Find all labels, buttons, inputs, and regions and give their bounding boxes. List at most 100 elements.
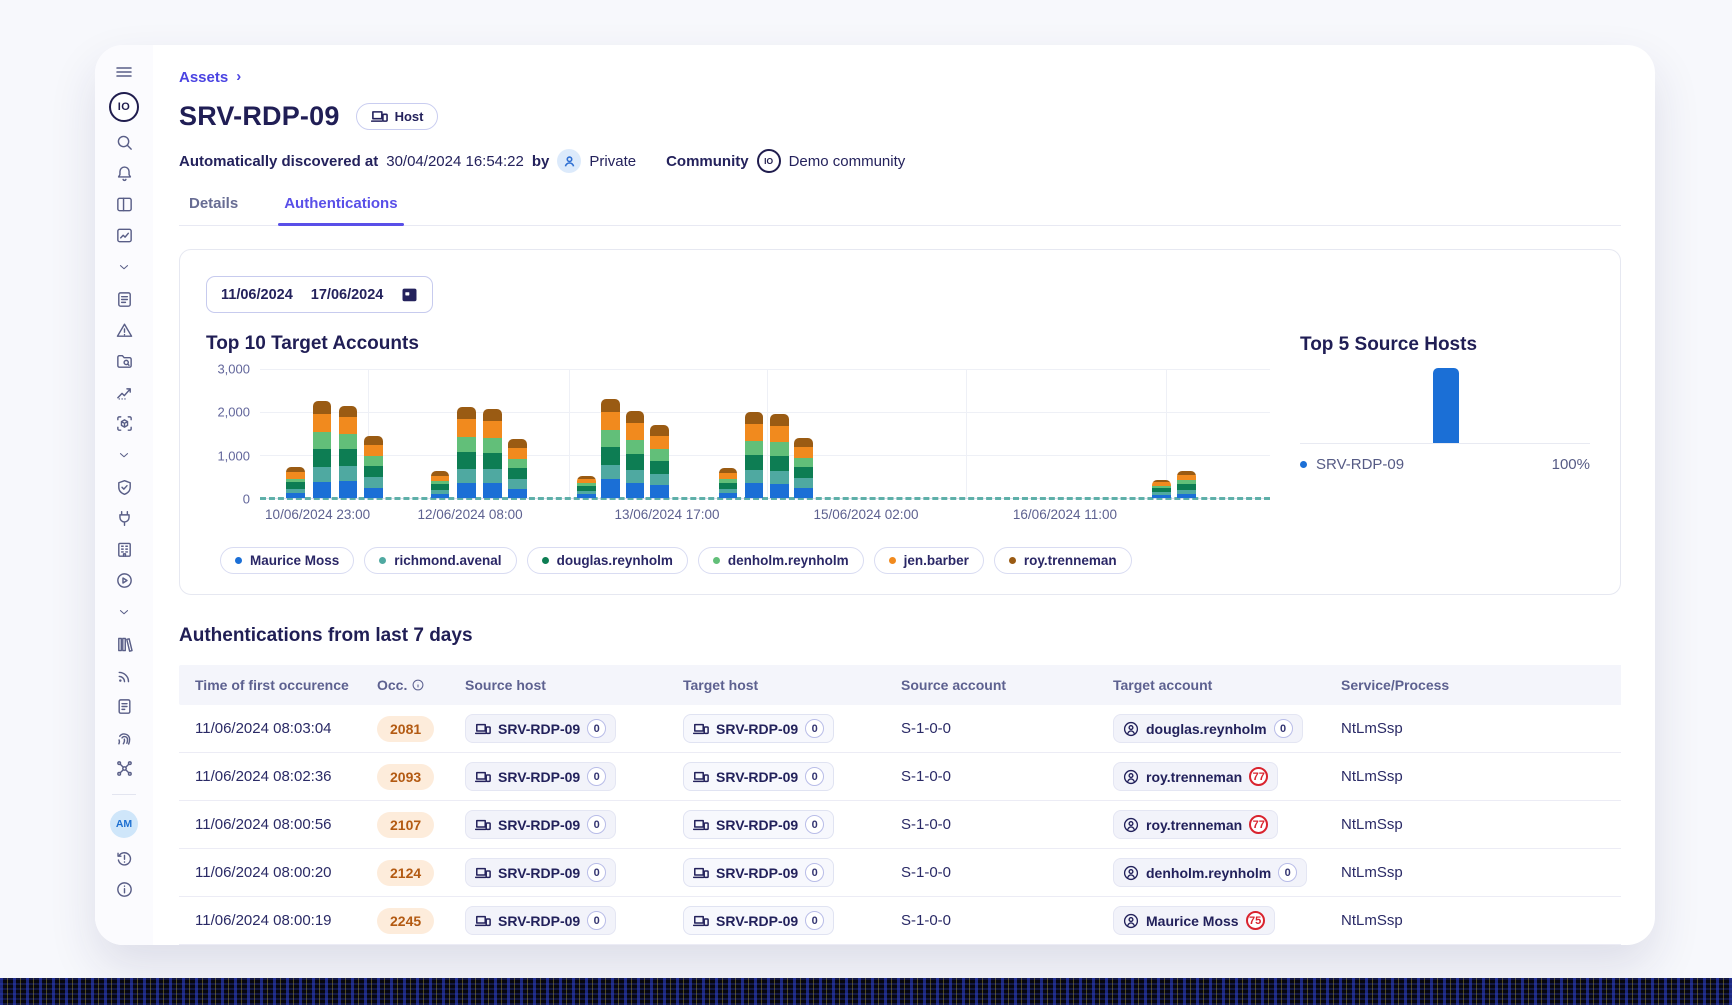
stacked-bar[interactable] — [601, 399, 620, 498]
v-gridline — [569, 369, 570, 498]
x-tick-label: 12/06/2024 08:00 — [418, 507, 523, 522]
app-logo-icon[interactable]: IO — [109, 92, 139, 122]
chart-title: Top 10 Target Accounts — [206, 333, 1270, 355]
info-icon[interactable] — [108, 878, 140, 900]
target-host-chip[interactable]: SRV-RDP-090 — [683, 810, 834, 839]
user-icon — [1123, 865, 1139, 881]
table-row[interactable]: 11/06/2024 08:00:562107SRV-RDP-090SRV-RD… — [179, 801, 1621, 849]
date-from-value[interactable]: 11/06/2024 — [221, 287, 293, 303]
cell-time: 11/06/2024 08:00:19 — [179, 897, 375, 945]
source-host-bar[interactable] — [1433, 368, 1459, 443]
stacked-bar[interactable] — [1152, 480, 1171, 498]
fingerprint-icon[interactable] — [108, 726, 140, 748]
stacked-bar[interactable] — [770, 414, 789, 498]
target-account-chip[interactable]: denholm.reynholm0 — [1113, 858, 1307, 887]
target-account-chip[interactable]: roy.trenneman77 — [1113, 762, 1278, 791]
target-account-chip[interactable]: roy.trenneman77 — [1113, 810, 1278, 839]
chart-box-icon[interactable] — [108, 224, 140, 246]
alert-triangle-icon[interactable] — [108, 319, 140, 341]
menu-icon[interactable] — [108, 61, 140, 83]
source-hosts-panel: Top 5 Source Hosts SRV-RDP-09 100% — [1300, 276, 1590, 574]
cube-scan-icon[interactable] — [108, 412, 140, 434]
library-icon[interactable] — [108, 633, 140, 655]
network-icon[interactable] — [108, 757, 140, 779]
search-icon[interactable] — [108, 131, 140, 153]
stacked-bar[interactable] — [431, 471, 450, 498]
legend-chip[interactable]: richmond.avenal — [364, 547, 516, 574]
tab-authentications[interactable]: Authentications — [278, 195, 403, 225]
date-range-picker[interactable]: 11/06/2024 17/06/2024 — [206, 276, 433, 313]
bar-segment — [339, 417, 358, 434]
target-host-chip[interactable]: SRV-RDP-090 — [683, 906, 834, 935]
legend-chip[interactable]: Maurice Moss — [220, 547, 354, 574]
source-host-chip[interactable]: SRV-RDP-090 — [465, 858, 616, 887]
source-host-chip[interactable]: SRV-RDP-090 — [465, 714, 616, 743]
stacked-bar[interactable] — [313, 401, 332, 498]
play-circle-icon[interactable] — [108, 569, 140, 591]
table-row[interactable]: 11/06/2024 08:02:362093SRV-RDP-090SRV-RD… — [179, 753, 1621, 801]
bar-segment — [339, 406, 358, 417]
table-row[interactable]: 11/06/2024 08:03:042081SRV-RDP-090SRV-RD… — [179, 705, 1621, 753]
bar-segment — [601, 465, 620, 480]
legend-chip[interactable]: denholm.reynholm — [698, 547, 864, 574]
rss-icon[interactable] — [108, 664, 140, 686]
folder-search-icon[interactable] — [108, 350, 140, 372]
report-icon[interactable] — [108, 288, 140, 310]
chevron-down-icon[interactable] — [108, 259, 140, 275]
stacked-bar[interactable] — [286, 467, 305, 498]
stacked-bar[interactable] — [364, 436, 383, 498]
stacked-bar[interactable] — [719, 468, 738, 498]
target-host-chip[interactable]: SRV-RDP-090 — [683, 714, 834, 743]
stacked-bar[interactable] — [483, 409, 502, 498]
trend-icon[interactable] — [108, 381, 140, 403]
source-host-chip[interactable]: SRV-RDP-090 — [465, 906, 616, 935]
target-host-chip[interactable]: SRV-RDP-090 — [683, 858, 834, 887]
shield-check-icon[interactable] — [108, 476, 140, 498]
stacked-bar[interactable] — [339, 406, 358, 498]
legend-chip[interactable]: jen.barber — [874, 547, 984, 574]
tab-details[interactable]: Details — [183, 195, 244, 225]
stacked-bar[interactable] — [577, 476, 596, 498]
target-account-chip[interactable]: douglas.reynholm0 — [1113, 714, 1303, 743]
date-to-value[interactable]: 17/06/2024 — [311, 287, 384, 303]
building-icon[interactable] — [108, 538, 140, 560]
breadcrumb-assets-link[interactable]: Assets — [179, 69, 228, 86]
column-header: Service/Process — [1339, 665, 1621, 705]
bar-segment — [1177, 494, 1196, 498]
history-alert-icon[interactable] — [108, 847, 140, 869]
table-row[interactable]: 11/06/2024 08:00:192245SRV-RDP-090SRV-RD… — [179, 897, 1621, 945]
stacked-bar[interactable] — [745, 412, 764, 498]
calendar-icon[interactable] — [401, 286, 418, 303]
by-label: by — [532, 153, 550, 170]
bar-segment — [745, 441, 764, 455]
stacked-bar[interactable] — [650, 425, 669, 498]
stacked-bar[interactable] — [508, 439, 527, 498]
column-header-label: Time of first occurence — [195, 677, 349, 693]
stacked-bar[interactable] — [457, 407, 476, 498]
plug-icon[interactable] — [108, 507, 140, 529]
source-host-chip[interactable]: SRV-RDP-090 — [465, 762, 616, 791]
cell-time: 11/06/2024 08:02:36 — [179, 753, 375, 801]
chevron-down-icon[interactable] — [108, 604, 140, 620]
source-host-chip[interactable]: SRV-RDP-090 — [465, 810, 616, 839]
bar-segment — [313, 467, 332, 481]
table-row[interactable]: 11/06/2024 08:00:202124SRV-RDP-090SRV-RD… — [179, 849, 1621, 897]
document-icon[interactable] — [108, 695, 140, 717]
user-avatar[interactable]: AM — [110, 810, 138, 838]
chevron-down-icon[interactable] — [108, 447, 140, 463]
count-badge: 0 — [587, 815, 606, 834]
bar-segment — [626, 411, 645, 423]
stacked-bar[interactable] — [1177, 471, 1196, 498]
layout-icon[interactable] — [108, 193, 140, 215]
legend-chip[interactable]: douglas.reynholm — [527, 547, 688, 574]
info-icon[interactable] — [411, 678, 425, 692]
target-host-chip[interactable]: SRV-RDP-090 — [683, 762, 834, 791]
bar-segment — [313, 414, 332, 432]
cell-source-account: S-1-0-0 — [899, 753, 1111, 801]
bell-icon[interactable] — [108, 162, 140, 184]
target-account-chip[interactable]: Maurice Moss75 — [1113, 906, 1275, 935]
cell-target-host: SRV-RDP-090 — [681, 801, 899, 849]
legend-chip[interactable]: roy.trenneman — [994, 547, 1132, 574]
stacked-bar[interactable] — [794, 438, 813, 498]
stacked-bar[interactable] — [626, 411, 645, 498]
